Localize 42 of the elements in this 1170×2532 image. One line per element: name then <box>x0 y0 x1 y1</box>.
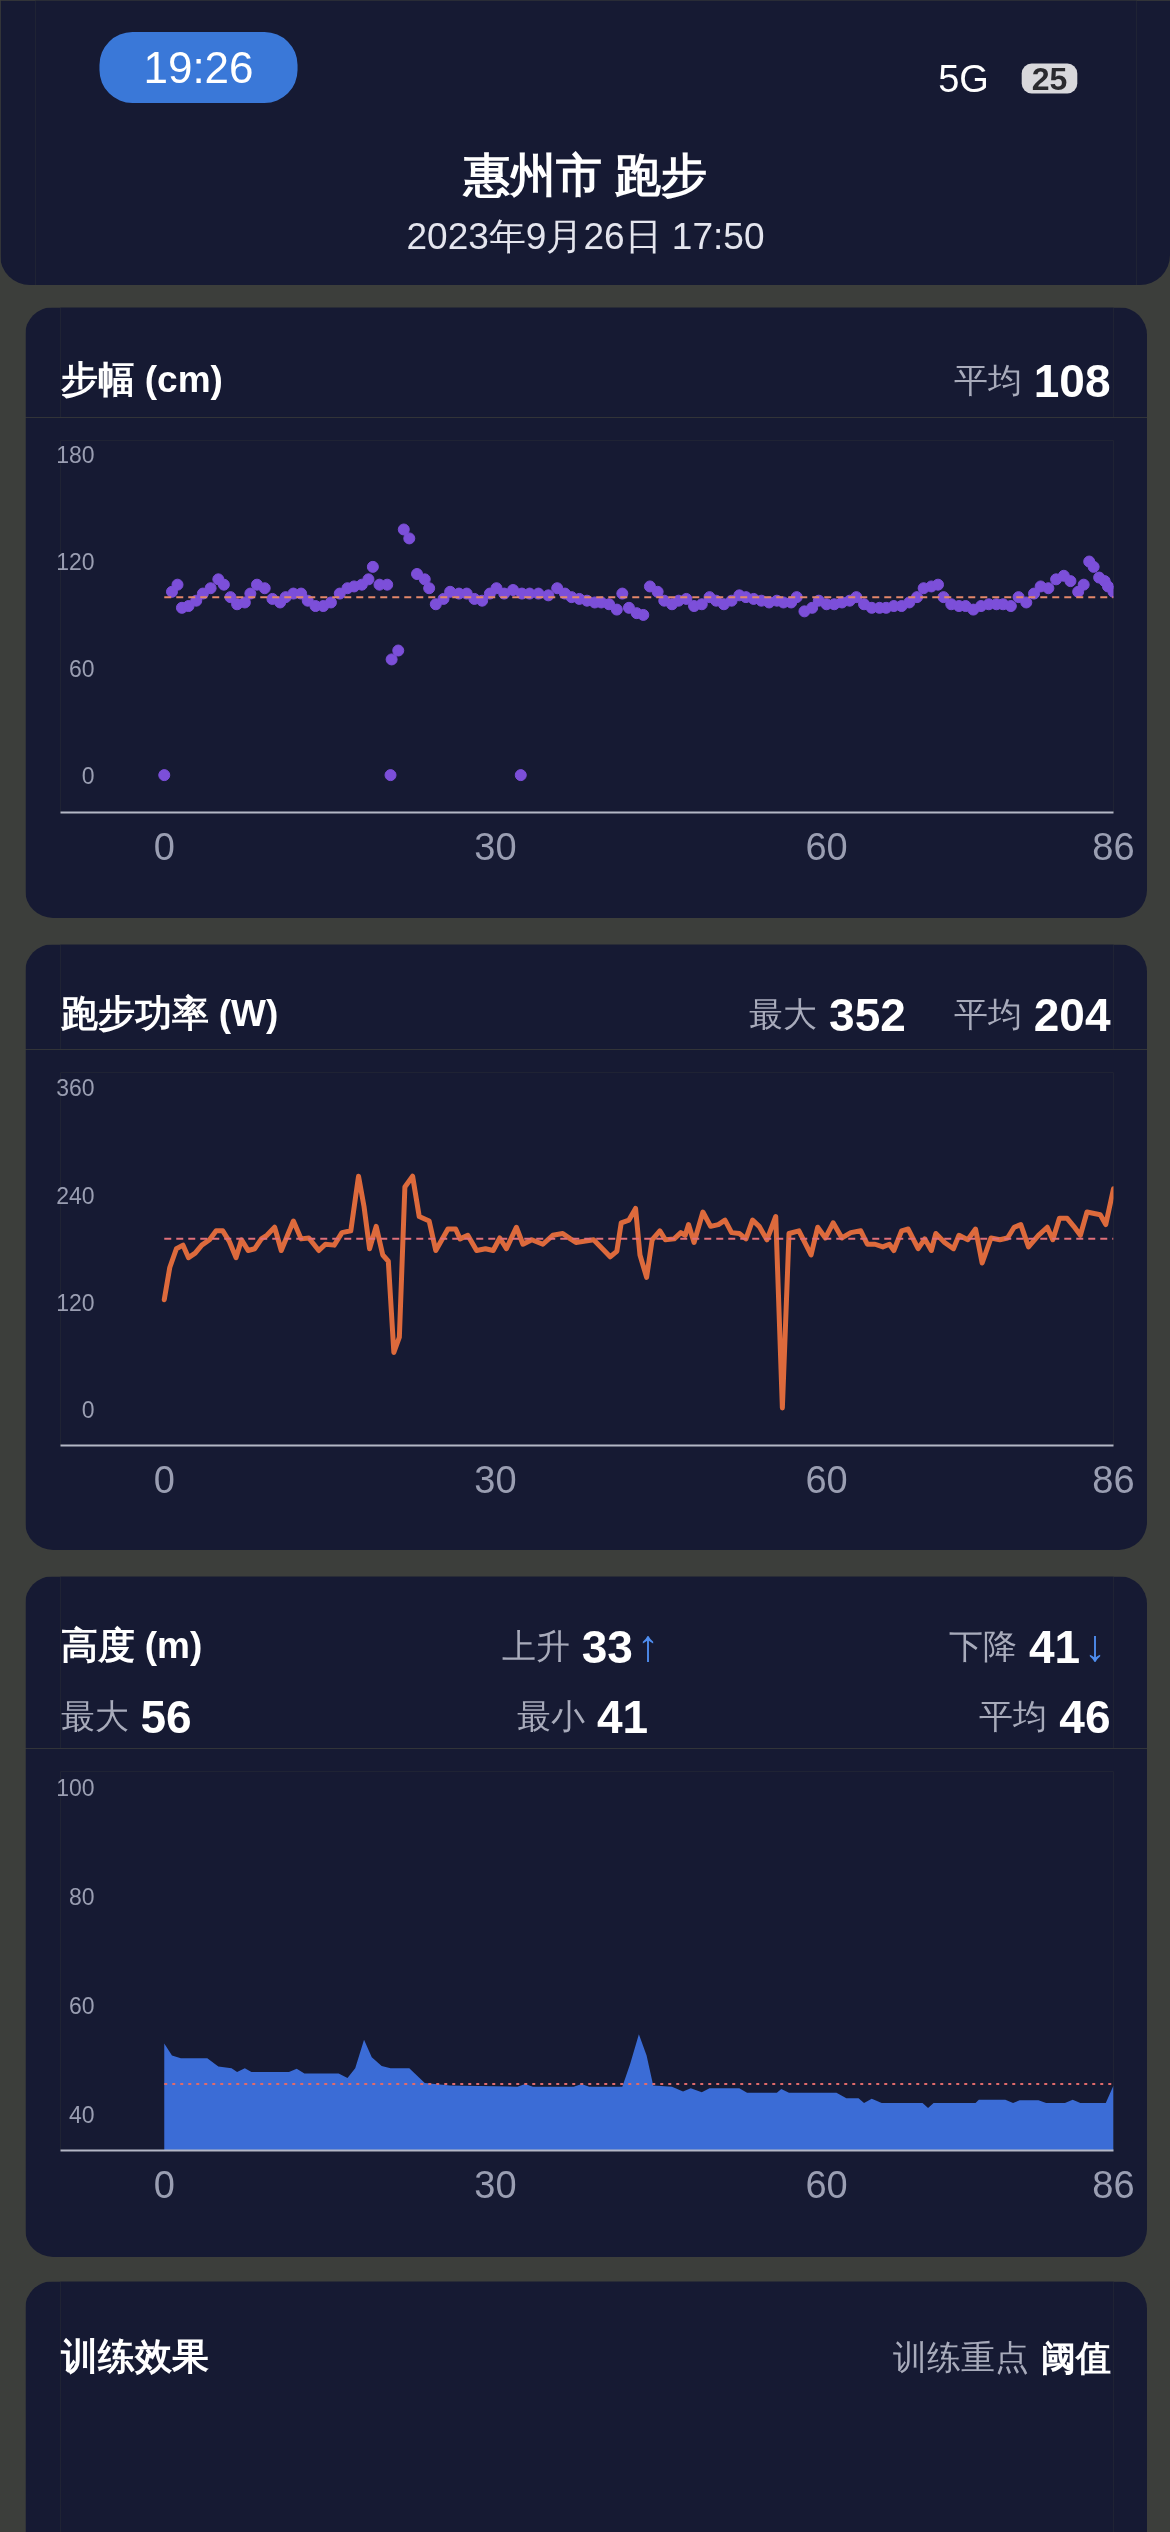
y-tick-label: 360 <box>56 1075 95 1102</box>
y-tick-label: 60 <box>68 655 95 682</box>
text: 19:26 <box>143 43 254 92</box>
x-tick-label: 86 <box>1092 1458 1135 1501</box>
x-tick-label: 60 <box>805 2163 848 2206</box>
text: 平均 46 <box>979 1690 1111 1743</box>
chart-title: 跑步功率 (W) <box>59 993 279 1034</box>
x-tick-label: 60 <box>805 1458 848 1501</box>
x-tick-label: 0 <box>153 2163 175 2206</box>
chart-title: 高度 (m) <box>60 1625 203 1666</box>
chart-title: 步幅 (cm) <box>60 359 223 400</box>
x-tick-label: 0 <box>153 1458 175 1501</box>
text: 训练重点 阈值 <box>892 2337 1111 2377</box>
text: 训练效果 <box>59 2336 209 2377</box>
text: 最小 41 <box>516 1690 649 1743</box>
text: 5G <box>938 57 989 100</box>
y-tick-label: 60 <box>68 1992 95 2019</box>
text: 下降 41↓ <box>948 1620 1107 1673</box>
y-tick-label: 100 <box>56 1774 95 1801</box>
x-tick-label: 86 <box>1092 2163 1135 2206</box>
text: 最大 352 <box>749 988 906 1041</box>
text: 平均 204 <box>953 988 1111 1041</box>
x-tick-label: 86 <box>1092 825 1135 868</box>
y-tick-label: 240 <box>56 1182 95 1209</box>
x-tick-label: 30 <box>474 1458 517 1501</box>
text: 最大 56 <box>60 1690 192 1743</box>
y-tick-label: 40 <box>68 2102 95 2129</box>
y-tick-label: 120 <box>56 1289 95 1316</box>
y-tick-label: 0 <box>81 762 95 789</box>
text: 上升 33↑ <box>501 1620 659 1673</box>
x-tick-label: 30 <box>474 2163 517 2206</box>
y-tick-label: 80 <box>68 1883 95 1910</box>
x-tick-label: 30 <box>474 825 517 868</box>
text: 惠州市 跑步 <box>462 148 707 201</box>
text: 平均 108 <box>953 354 1111 407</box>
y-tick-label: 0 <box>81 1397 95 1424</box>
text: 25 <box>1031 60 1068 97</box>
x-tick-label: 0 <box>153 825 175 868</box>
x-tick-label: 60 <box>805 825 848 868</box>
y-tick-label: 180 <box>56 442 95 469</box>
y-tick-label: 120 <box>56 549 95 576</box>
text: 2023年9月26日 17:50 <box>406 216 765 257</box>
